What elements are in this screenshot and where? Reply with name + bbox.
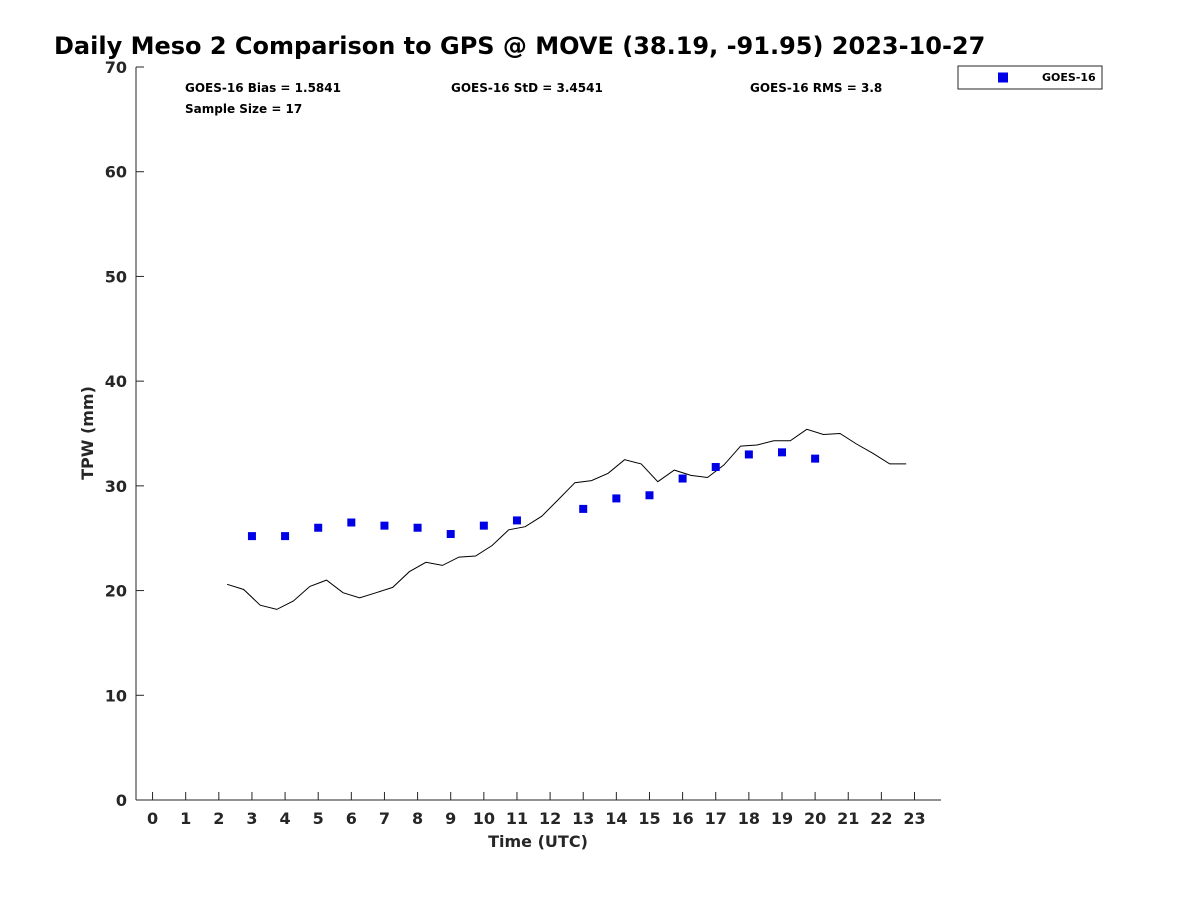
chart-title: Daily Meso 2 Comparison to GPS @ MOVE (3… (54, 32, 985, 60)
gps-tpw-line (226, 428, 907, 610)
x-axis-title: Time (UTC) (488, 832, 588, 851)
x-tick-label: 16 (671, 809, 693, 828)
x-tick-label: 20 (804, 809, 826, 828)
y-ticks: 0 10 20 30 40 50 60 70 (105, 58, 144, 810)
y-tick-label: 70 (105, 58, 127, 77)
bias-annotation: GOES-16 Bias = 1.5841 (185, 81, 341, 95)
x-tick-label: 13 (572, 809, 594, 828)
x-tick-label: 10 (473, 809, 495, 828)
rms-annotation: GOES-16 RMS = 3.8 (750, 81, 882, 95)
goes16-point (645, 491, 654, 500)
goes16-point (711, 463, 720, 472)
goes16-point (512, 516, 521, 525)
y-tick-label: 40 (105, 372, 127, 391)
goes16-point (744, 450, 753, 459)
x-tick-label: 8 (412, 809, 423, 828)
x-tick-label: 17 (705, 809, 727, 828)
x-tick-label: 23 (903, 809, 925, 828)
y-tick-label: 20 (105, 582, 127, 601)
goes16-point (479, 521, 488, 530)
x-tick-label: 22 (870, 809, 892, 828)
x-tick-label: 7 (379, 809, 390, 828)
y-tick-label: 60 (105, 163, 127, 182)
x-tick-label: 1 (180, 809, 191, 828)
legend-label: GOES-16 (1042, 71, 1096, 84)
y-tick-label: 50 (105, 267, 127, 286)
x-tick-label: 0 (147, 809, 158, 828)
goes16-point (314, 523, 323, 532)
legend-marker (998, 72, 1008, 83)
x-tick-label: 4 (280, 809, 291, 828)
goes16-point (413, 523, 422, 532)
x-tick-label: 12 (539, 809, 561, 828)
goes16-point (281, 532, 290, 541)
goes16-point (612, 494, 621, 503)
sample-size-annotation: Sample Size = 17 (185, 102, 302, 116)
goes16-point (380, 521, 389, 530)
x-tick-label: 6 (346, 809, 357, 828)
std-annotation: GOES-16 StD = 3.4541 (451, 81, 603, 95)
legend: GOES-16 (957, 65, 1103, 90)
goes16-point (347, 518, 356, 527)
goes16-point (446, 530, 455, 539)
x-tick-label: 2 (213, 809, 224, 828)
x-tick-label: 5 (313, 809, 324, 828)
stats-annotations: GOES-16 Bias = 1.5841 GOES-16 StD = 3.45… (185, 81, 882, 116)
x-tick-label: 3 (246, 809, 257, 828)
x-tick-label: 14 (605, 809, 627, 828)
goes16-point (777, 448, 786, 457)
y-axis-title: TPW (mm) (78, 386, 97, 480)
x-tick-label: 15 (638, 809, 660, 828)
x-tick-label: 9 (445, 809, 456, 828)
x-tick-label: 21 (837, 809, 859, 828)
x-tick-label: 18 (738, 809, 760, 828)
goes16-point (247, 532, 256, 541)
x-ticks: 0 1 2 3 4 5 6 7 8 9 10 11 12 13 14 15 16 17 18 19 20 21 22 23 (147, 792, 926, 828)
legend-box (957, 65, 1103, 90)
goes16-point (678, 474, 687, 483)
goes16-point (579, 504, 588, 513)
x-tick-label: 11 (506, 809, 528, 828)
goes16-point (811, 454, 820, 463)
y-tick-label: 10 (105, 686, 127, 705)
series-layer (226, 428, 907, 610)
y-tick-label: 0 (116, 791, 127, 810)
x-tick-label: 19 (771, 809, 793, 828)
y-tick-label: 30 (105, 477, 127, 496)
